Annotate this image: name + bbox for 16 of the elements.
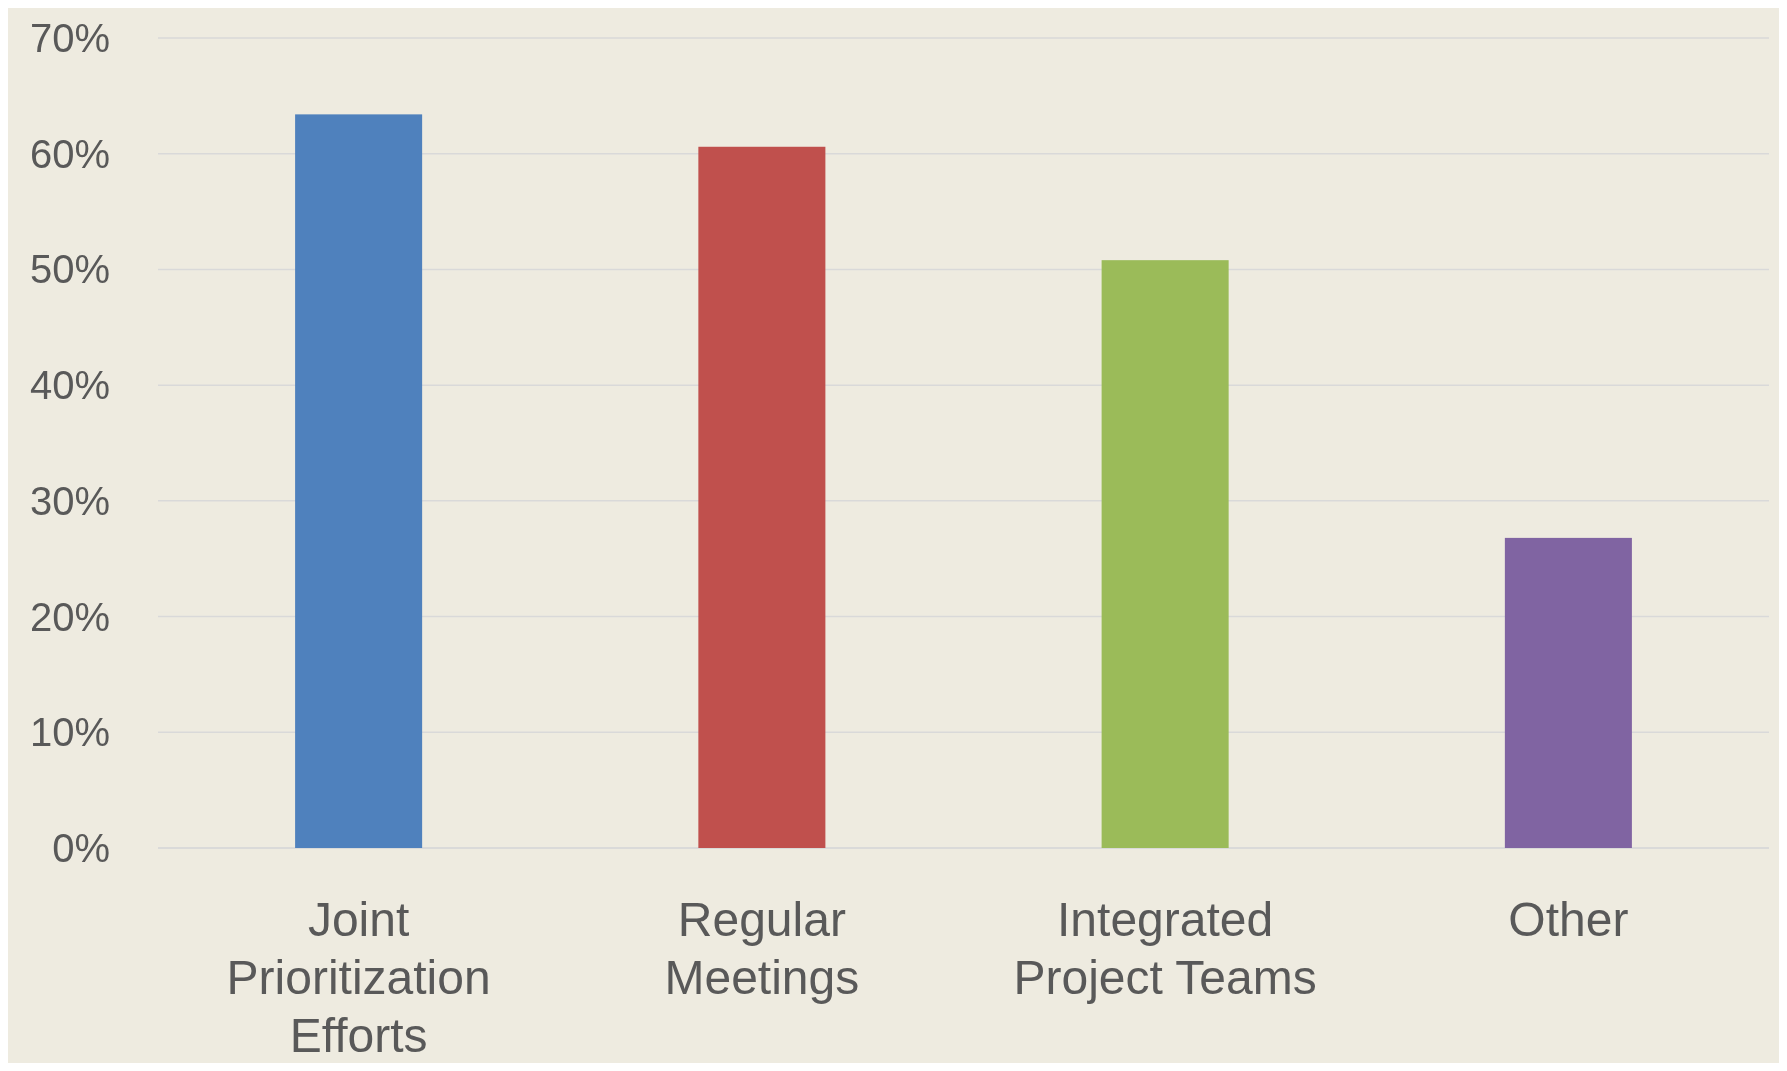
y-tick-label: 40% bbox=[29, 363, 110, 408]
bar bbox=[698, 146, 826, 848]
bar bbox=[1504, 537, 1632, 848]
y-tick-label: 50% bbox=[29, 247, 110, 292]
x-tick-label: Joint Prioritization Efforts bbox=[226, 893, 491, 1062]
x-tick-label: Other bbox=[1508, 893, 1629, 946]
x-tick-label: Integrated Project Teams bbox=[1013, 893, 1317, 1004]
y-tick-label: 60% bbox=[29, 131, 110, 176]
y-tick-label: 30% bbox=[29, 478, 110, 523]
y-tick-label: 0% bbox=[52, 826, 110, 870]
bar bbox=[295, 114, 423, 848]
y-tick-label: 70% bbox=[29, 16, 110, 60]
y-tick-label: 10% bbox=[29, 710, 110, 755]
x-tick-label: Regular Meetings bbox=[664, 893, 860, 1004]
bar bbox=[1101, 260, 1229, 848]
y-tick-label: 20% bbox=[29, 594, 110, 639]
